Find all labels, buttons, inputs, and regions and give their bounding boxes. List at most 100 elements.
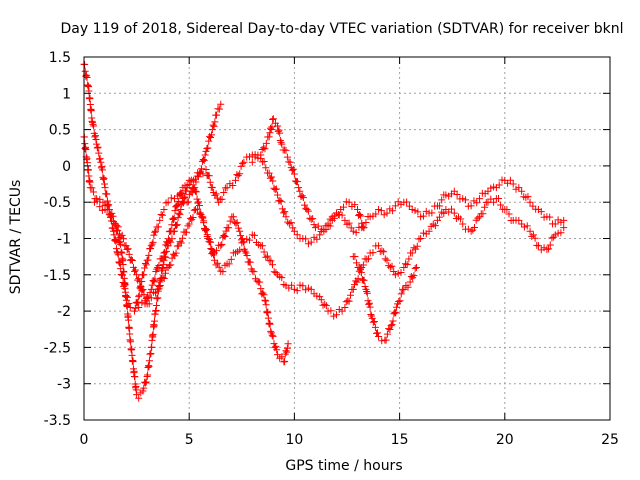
data-point-run [339, 198, 350, 211]
data-point-run [192, 169, 202, 183]
data-point-run [478, 189, 489, 198]
x-tick-label: 0 [80, 432, 89, 448]
data-point-run [218, 227, 230, 249]
data-point-run [213, 241, 223, 255]
data-point [303, 205, 311, 213]
data-point-run [178, 187, 190, 208]
data-point-run [266, 115, 277, 137]
data-point-run [262, 297, 275, 335]
data-point-run [355, 211, 367, 231]
data-point-run [470, 197, 481, 207]
data-point-run [233, 159, 247, 180]
data-point-run [85, 83, 96, 125]
data-point-run [537, 244, 548, 254]
data-point [299, 282, 307, 290]
data-point-run [330, 209, 343, 220]
data-point-run [127, 338, 138, 377]
data-point [341, 303, 349, 311]
data-point-run [419, 229, 430, 238]
data-point-run [187, 178, 198, 193]
data-point [173, 202, 181, 210]
y-tick-label: 1 [62, 86, 71, 102]
data-point [177, 205, 185, 213]
data-point [551, 220, 559, 228]
data-point [387, 322, 395, 330]
data-point-run [203, 131, 215, 153]
data-point [202, 147, 210, 155]
data-point-run [520, 222, 531, 231]
data-point [391, 202, 399, 210]
data-point-run [452, 213, 465, 223]
data-point-run [512, 184, 523, 193]
data-point-run [181, 182, 191, 190]
data-point [135, 394, 143, 402]
data-point [316, 231, 324, 239]
data-point [459, 220, 467, 228]
data-point [133, 391, 141, 399]
data-point [154, 285, 162, 293]
data-point-run [445, 190, 455, 200]
data-point-run [281, 344, 291, 365]
data-point-run [197, 151, 209, 176]
data-point-run [469, 214, 482, 234]
data-point-run [302, 284, 312, 294]
y-tick-label: -3 [57, 377, 71, 393]
data-point [231, 176, 239, 184]
data-point-run [185, 176, 195, 188]
data-point-run [327, 307, 338, 320]
data-point-run [369, 242, 380, 257]
data-point-run [369, 210, 380, 220]
data-point-run [343, 219, 355, 232]
data-point-run [407, 264, 419, 282]
data-point-run [419, 207, 430, 220]
chart-title: Day 119 of 2018, Sidereal Day-to-day VTE… [61, 21, 624, 37]
data-point [450, 209, 458, 217]
data-point-run [302, 235, 312, 248]
data-point-run [148, 310, 159, 351]
data-point [213, 111, 221, 119]
data-point-run [310, 290, 321, 300]
data-point [248, 158, 256, 166]
data-point [208, 184, 216, 192]
data-point [278, 140, 286, 148]
data-point-run [231, 218, 242, 232]
data-point-run [428, 202, 439, 217]
data-point-run [436, 191, 448, 210]
data-point [526, 198, 534, 206]
data-point [147, 285, 155, 293]
data-point [406, 278, 414, 286]
data-point [240, 158, 248, 166]
data-point [160, 249, 168, 257]
data-point [274, 351, 282, 359]
data-point-run [554, 216, 565, 226]
data-point-run [495, 176, 506, 189]
data-point-run [554, 229, 565, 237]
data-point-run [157, 211, 167, 219]
data-point-run [142, 289, 154, 302]
data-point-run [529, 202, 540, 213]
data-point [261, 296, 269, 304]
data-point-run [212, 259, 223, 271]
data-point-run [237, 232, 249, 255]
data-point-run [258, 242, 271, 261]
data-point [467, 202, 475, 210]
data-point [518, 187, 526, 195]
data-point-run [494, 194, 507, 213]
data-point [265, 169, 273, 177]
data-point [229, 213, 237, 221]
data-point-run [174, 189, 186, 209]
data-point [425, 227, 433, 235]
data-point [476, 195, 484, 203]
data-point-run [402, 282, 412, 291]
data-point-run [394, 269, 405, 277]
data-point [375, 242, 383, 250]
data-point-run [140, 260, 150, 279]
grid [84, 57, 610, 420]
data-point-run [335, 211, 346, 219]
data-point [248, 267, 256, 275]
data-point-run [351, 252, 362, 272]
data-point-run [453, 191, 464, 203]
data-point [101, 184, 109, 192]
data-point [274, 191, 282, 199]
data-point [476, 213, 484, 221]
